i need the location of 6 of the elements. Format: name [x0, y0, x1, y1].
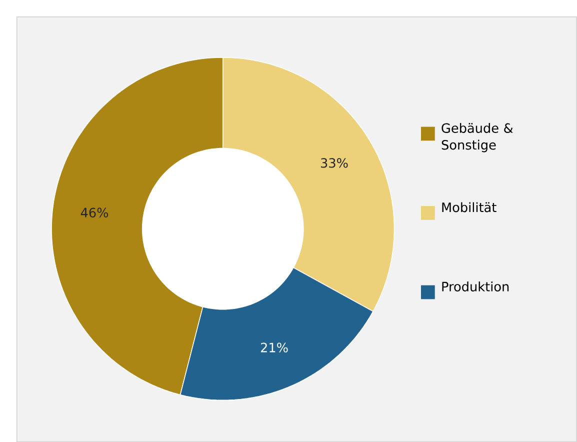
- legend-label: Mobilität: [442, 202, 496, 212]
- data-label: 21%: [260, 342, 288, 352]
- legend-label: Produktion: [442, 281, 509, 292]
- legend-label: Gebäude & Sonstige: [442, 122, 513, 152]
- data-label: 46%: [80, 208, 108, 218]
- data-label: 33%: [320, 158, 348, 168]
